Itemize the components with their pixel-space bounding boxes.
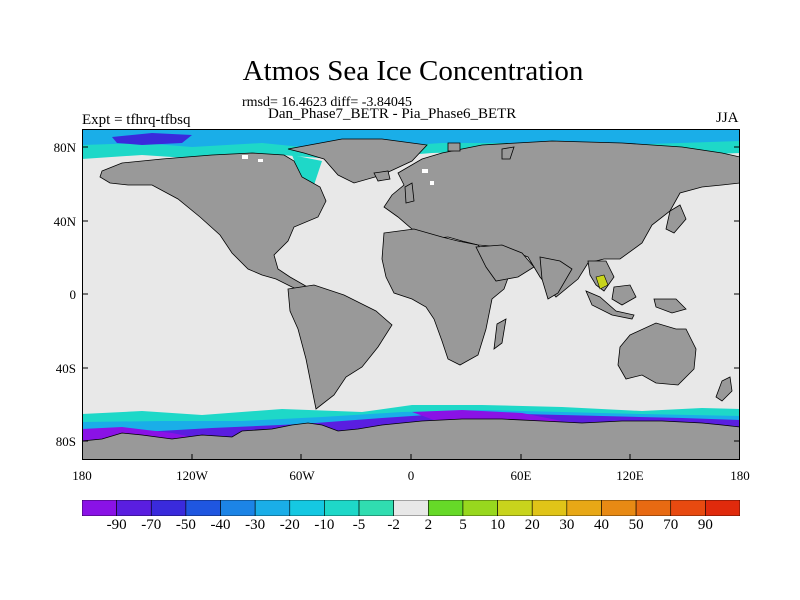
- colorbar: [82, 500, 740, 516]
- colorbar-label: -10: [314, 517, 335, 533]
- novaya-zemlya: [501, 146, 515, 160]
- colorbar-swatch: [462, 500, 498, 516]
- colorbar-swatch: [82, 500, 117, 516]
- colorbar-label: 5: [459, 517, 467, 533]
- lat-label-80n: 80N: [53, 140, 76, 155]
- japan: [665, 204, 687, 234]
- borneo: [611, 284, 637, 306]
- plot-title: Atmos Sea Ice Concentration: [242, 55, 584, 87]
- colorbar-swatch: [254, 500, 291, 516]
- lon-label-0: 0: [407, 468, 415, 483]
- colorbar-swatch: [116, 500, 152, 516]
- colorbar-label: -50: [175, 517, 196, 533]
- colorbar-swatch: [220, 500, 256, 516]
- lon-label-180w: 180: [72, 468, 92, 483]
- lon-label-60w: 60W: [289, 468, 315, 483]
- sumatra-java: [585, 290, 635, 320]
- colorbar-label: 40: [593, 517, 609, 533]
- arctic-island-gaps: [242, 155, 434, 185]
- colorbar-label: 70: [663, 517, 679, 533]
- colorbar-swatch: [635, 500, 672, 516]
- colorbar-swatch: [150, 500, 187, 516]
- colorbar-label: -70: [141, 517, 162, 533]
- colorbar-label: -2: [387, 517, 400, 533]
- gulf-of-thailand-positive-patch: [595, 274, 609, 290]
- rmsd-diff-stats: rmsd= 16.4623 diff= -3.84045: [242, 95, 412, 110]
- colorbar-label: 50: [628, 517, 644, 533]
- new-zealand: [715, 376, 733, 402]
- colorbar-swatch: [566, 500, 602, 516]
- colorbar-swatch: [428, 500, 464, 516]
- experiment-label: Expt = tfhrq-tfbsq: [82, 112, 191, 128]
- colorbar-swatch: [393, 500, 429, 516]
- iceland: [373, 170, 391, 182]
- season-label: JJA: [716, 110, 739, 126]
- africa: [381, 228, 513, 366]
- colorbar-label: 90: [697, 517, 713, 533]
- south-america: [287, 284, 393, 410]
- colorbar-swatch: [289, 500, 325, 516]
- lon-label-180e: 180: [730, 468, 750, 483]
- colorbar-label: -5: [352, 517, 366, 533]
- lon-label-120e: 120E: [616, 468, 644, 483]
- arctic-deep-blue-patch: [112, 133, 192, 145]
- colorbar-swatch: [601, 500, 637, 516]
- colorbar-swatch: [185, 500, 221, 516]
- colorbar-swatch: [705, 500, 740, 516]
- colorbar-label: -40: [210, 517, 231, 533]
- map-ticks: [82, 146, 740, 460]
- colorbar-swatch: [324, 500, 360, 516]
- lon-label-60e: 60E: [510, 468, 532, 483]
- colorbar-label: -30: [245, 517, 266, 533]
- colorbar-swatch: [670, 500, 706, 516]
- india: [539, 256, 573, 300]
- north-america: [99, 152, 327, 296]
- colorbar-label: 2: [424, 517, 433, 533]
- colorbar-label: 10: [490, 517, 506, 533]
- lat-label-0: 0: [69, 287, 77, 302]
- new-guinea: [653, 298, 687, 314]
- svalbard: [447, 142, 461, 152]
- lon-label-120w: 120W: [176, 468, 208, 483]
- british-isles: [404, 182, 415, 204]
- madagascar: [493, 318, 507, 350]
- antarctica: [82, 418, 740, 460]
- colorbar-label: -20: [279, 517, 300, 533]
- lat-label-80s: 80S: [55, 434, 76, 449]
- colorbar-swatch: [358, 500, 394, 516]
- sea-ice-difference-map: [82, 129, 740, 460]
- colorbar-swatch: [531, 500, 568, 516]
- colorbar-label: 20: [524, 517, 540, 533]
- colorbar-swatch: [497, 500, 533, 516]
- colorbar-label: -90: [106, 517, 127, 533]
- lat-label-40s: 40S: [55, 361, 76, 376]
- colorbar-label: 30: [559, 517, 575, 533]
- comparison-label: Dan_Phase7_BETR - Pia_Phase6_BETR: [268, 106, 517, 122]
- australia: [617, 322, 697, 386]
- lat-label-40n: 40N: [53, 214, 76, 229]
- arabia: [475, 244, 535, 282]
